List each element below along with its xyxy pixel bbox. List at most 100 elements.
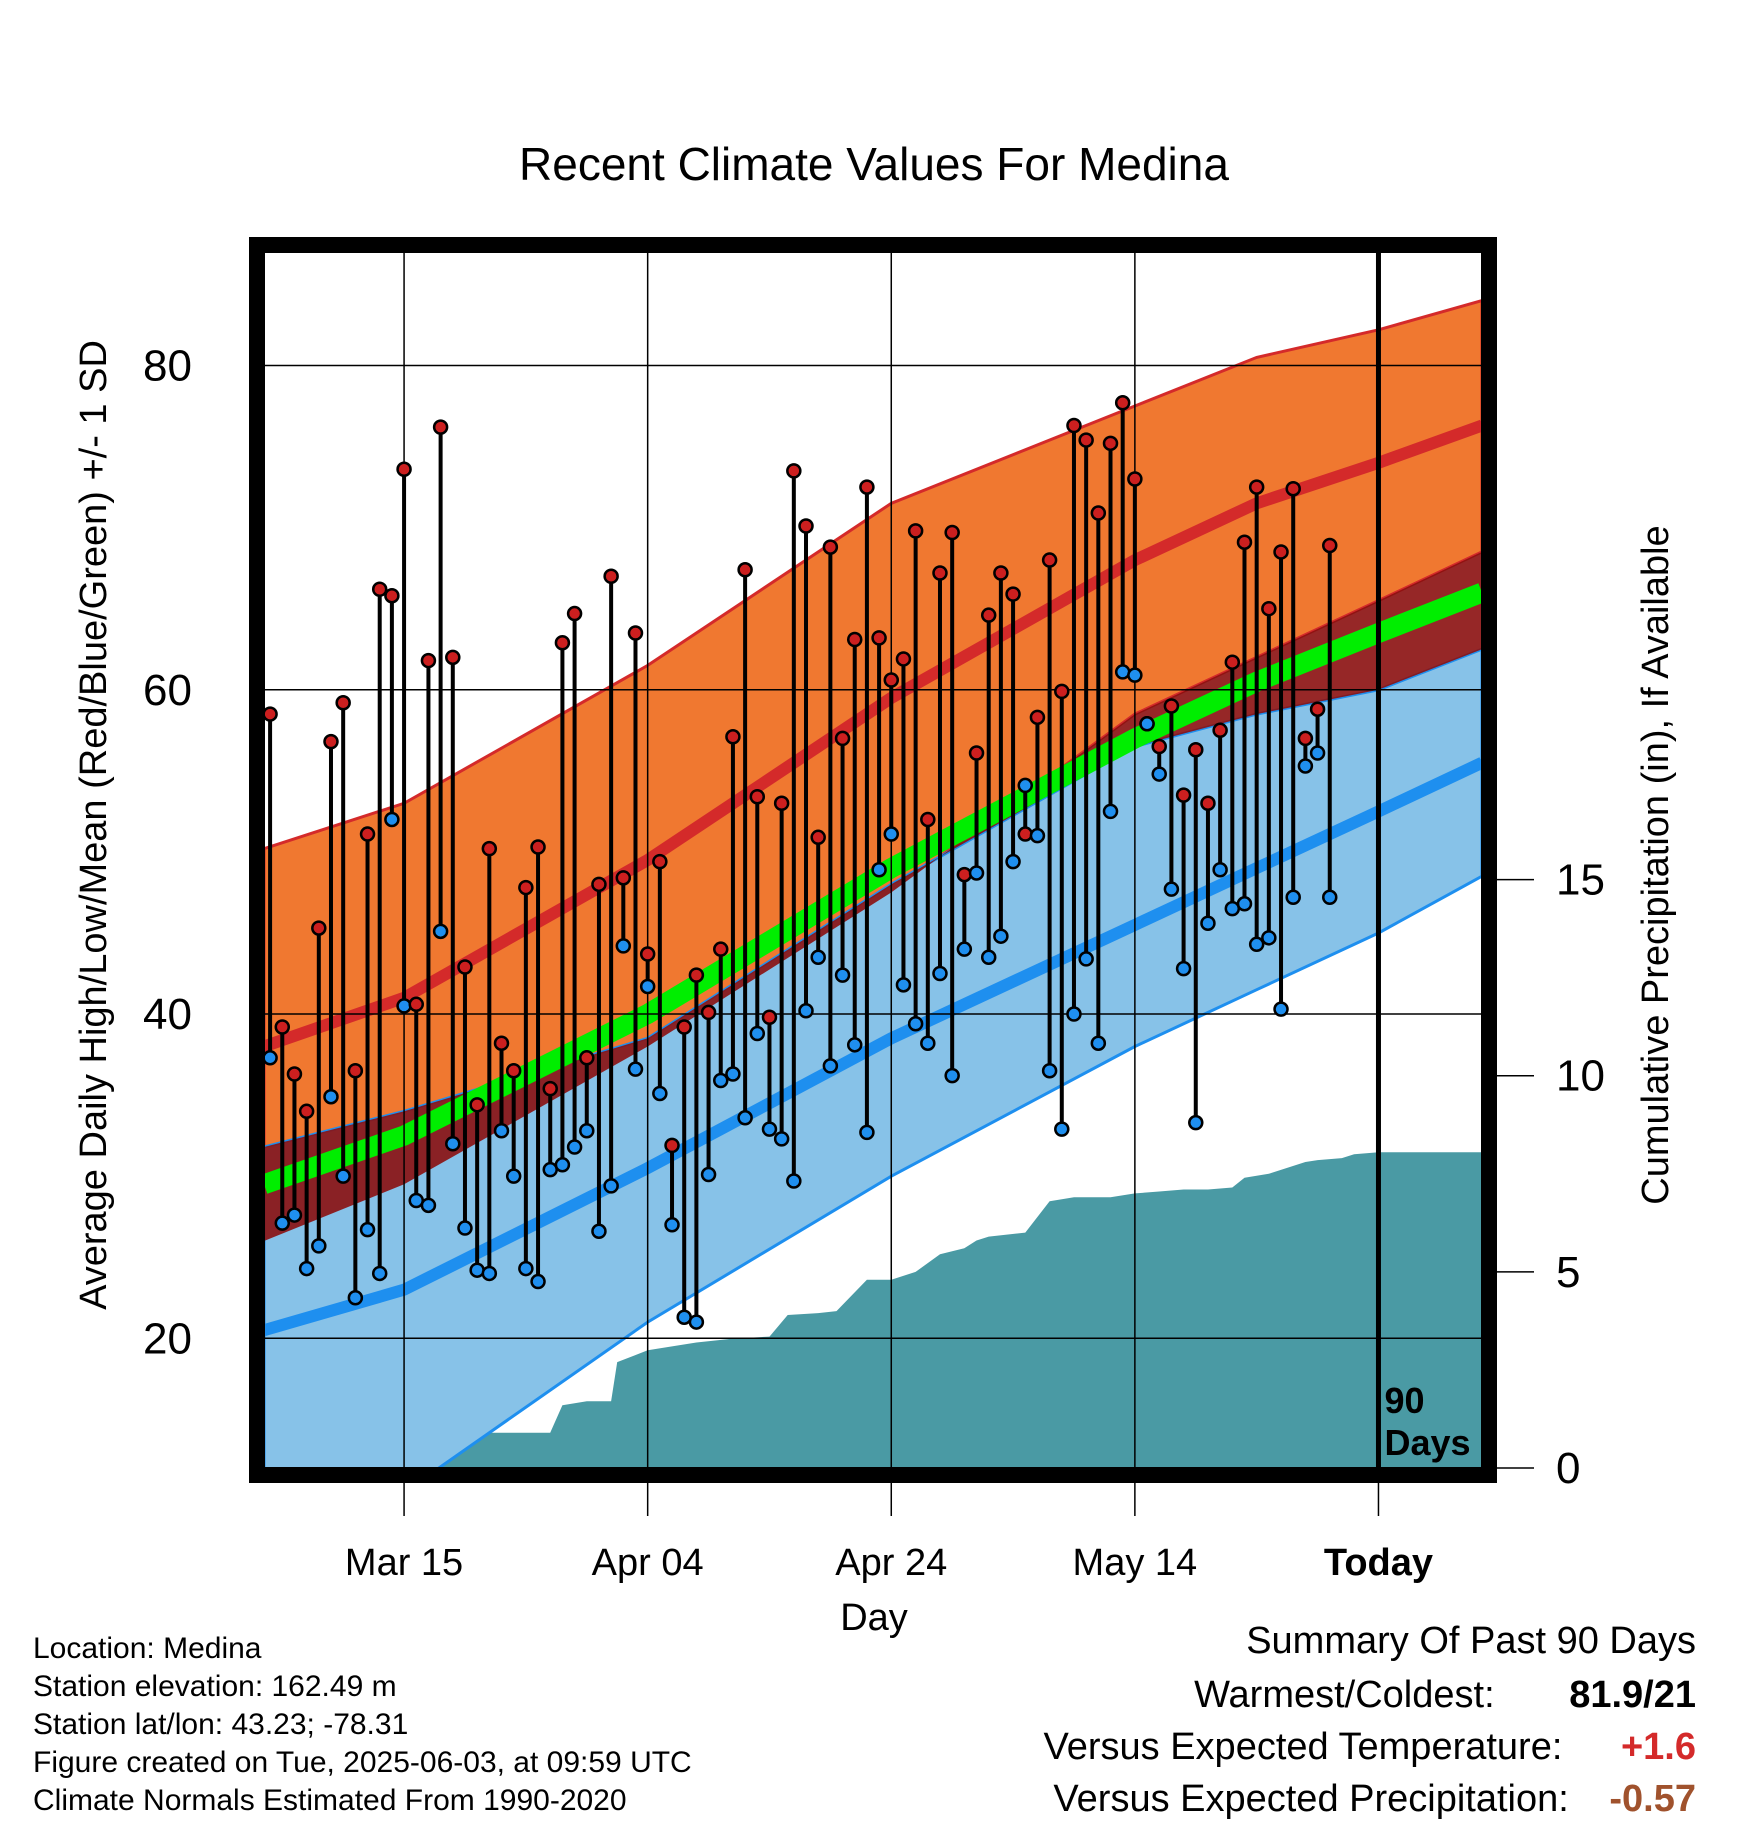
- daily-low-point: [725, 1066, 741, 1082]
- daily-low-point: [1212, 861, 1228, 878]
- daily-high-point: [481, 840, 498, 857]
- daily-high-point: [627, 625, 644, 641]
- daily-low-point: [518, 1260, 534, 1277]
- daily-low-point: [603, 1178, 619, 1194]
- precipitation-area: [264, 1152, 1482, 1468]
- daily-high-point: [457, 959, 473, 975]
- daily-high-point: [737, 562, 753, 578]
- daily-low-point: [907, 1016, 924, 1032]
- daily-high-point: [371, 581, 388, 597]
- daily-low-point: [1236, 896, 1253, 912]
- daily-high-point: [944, 524, 960, 541]
- daily-high-point: [1322, 537, 1338, 554]
- daily-low-point: [968, 865, 985, 881]
- daily-high-point: [311, 920, 327, 936]
- daily-low-point: [335, 1168, 351, 1184]
- daily-high-point: [542, 1080, 558, 1097]
- y-tick-label-right: 10: [1556, 1052, 1605, 1101]
- daily-low-point: [956, 941, 973, 957]
- daily-high-point: [798, 518, 814, 534]
- daily-low-point: [920, 1035, 936, 1051]
- daily-high-point: [664, 1137, 680, 1154]
- daily-low-point: [822, 1058, 839, 1074]
- daily-low-point: [591, 1223, 607, 1240]
- daily-low-point: [445, 1135, 461, 1152]
- daily-high-point: [700, 1004, 717, 1021]
- daily-high-point: [688, 967, 705, 983]
- daily-low-point: [1248, 936, 1265, 953]
- daily-low-point: [1297, 758, 1314, 774]
- daily-low-point: [895, 977, 912, 993]
- daily-high-point: [1175, 787, 1192, 803]
- daily-high-point: [566, 605, 583, 622]
- daily-low-point: [1078, 951, 1094, 967]
- daily-low-point: [1163, 881, 1180, 897]
- daily-low-point: [993, 928, 1009, 944]
- info-created: Figure created on Tue, 2025-06-03, at 09…: [33, 1746, 692, 1779]
- daily-high-point: [652, 853, 668, 870]
- daily-high-point: [1041, 552, 1058, 568]
- daily-low-point: [639, 978, 656, 995]
- daily-high-point: [1114, 395, 1131, 411]
- daily-low-point: [579, 1123, 595, 1139]
- summary-warmest-label: Warmest/Coldest:: [1194, 1674, 1495, 1716]
- daily-high-point: [579, 1050, 595, 1066]
- daily-high-point: [1273, 544, 1289, 560]
- daily-high-point: [859, 479, 875, 495]
- summary-precip-label: Versus Expected Precipitation:: [1053, 1778, 1569, 1820]
- y-tick-label-right: 15: [1556, 856, 1605, 905]
- daily-high-point: [396, 461, 412, 478]
- daily-high-point: [493, 1035, 510, 1051]
- plot-clipped: [264, 252, 1482, 1468]
- summary-warmest-row: Warmest/Coldest: 81.9/21: [1194, 1674, 1696, 1717]
- summary-precip-value: -0.57: [1609, 1778, 1696, 1820]
- daily-low-point: [652, 1085, 668, 1102]
- daily-low-point: [311, 1238, 327, 1254]
- daily-high-point: [639, 946, 656, 962]
- daily-low-point: [1188, 1114, 1204, 1131]
- daily-high-point: [1005, 586, 1021, 602]
- daily-low-point: [859, 1124, 875, 1141]
- daily-low-point: [1261, 930, 1277, 946]
- daily-low-point: [1005, 853, 1021, 870]
- daily-high-point: [274, 1019, 291, 1035]
- y-axis-label-left: Average Daily High/Low/Mean (Red/Blue/Gr…: [73, 340, 115, 1310]
- summary-precip-row: Versus Expected Precipitation: -0.57: [1053, 1778, 1696, 1821]
- daily-high-point: [505, 1063, 522, 1079]
- daily-high-point: [518, 879, 534, 896]
- daily-low-point: [1175, 960, 1192, 977]
- daily-high-point: [1285, 480, 1301, 497]
- daily-low-point: [359, 1221, 376, 1238]
- x-tick-label: May 14: [1073, 1542, 1198, 1584]
- daily-high-point: [1188, 741, 1204, 758]
- daily-low-point: [1054, 1121, 1070, 1137]
- daily-high-point: [822, 539, 839, 555]
- summary-temp-row: Versus Expected Temperature: +1.6: [1043, 1726, 1696, 1769]
- daily-high-point: [591, 876, 607, 893]
- summary-temp-value: +1.6: [1620, 1726, 1696, 1768]
- y-tick-label-left: 40: [143, 990, 192, 1039]
- daily-low-point: [713, 1072, 729, 1089]
- daily-low-point: [786, 1173, 802, 1189]
- plot-area: 90 Days Mar 15 Apr 04 Apr 24 May 14 Today 20 40 6…: [143, 237, 1605, 1584]
- daily-high-point: [335, 694, 351, 711]
- info-latlon: Station lat/lon: 43.23; -78.31: [33, 1708, 409, 1741]
- info-location: Location: Medina: [33, 1632, 262, 1665]
- daily-high-point: [347, 1063, 364, 1079]
- today-days-label-line: 90: [1384, 1380, 1424, 1421]
- daily-high-point: [420, 652, 437, 669]
- daily-low-point: [1029, 827, 1046, 844]
- daily-low-point: [871, 861, 887, 878]
- daily-low-point: [846, 1037, 863, 1053]
- daily-high-point: [1163, 698, 1180, 714]
- daily-high-point: [323, 733, 339, 750]
- daily-low-point: [1200, 915, 1216, 931]
- daily-low-point: [1041, 1063, 1058, 1079]
- daily-high-point: [298, 1103, 315, 1120]
- daily-low-point: [554, 1157, 571, 1173]
- y-axis-label-right: Cumulative Precipitation (in), If Availa…: [1635, 525, 1677, 1204]
- daily-low-point: [286, 1207, 303, 1223]
- daily-high-point: [1066, 417, 1082, 434]
- y-tick-label-right: 5: [1556, 1248, 1580, 1297]
- y-tick-label-left: 60: [143, 666, 192, 715]
